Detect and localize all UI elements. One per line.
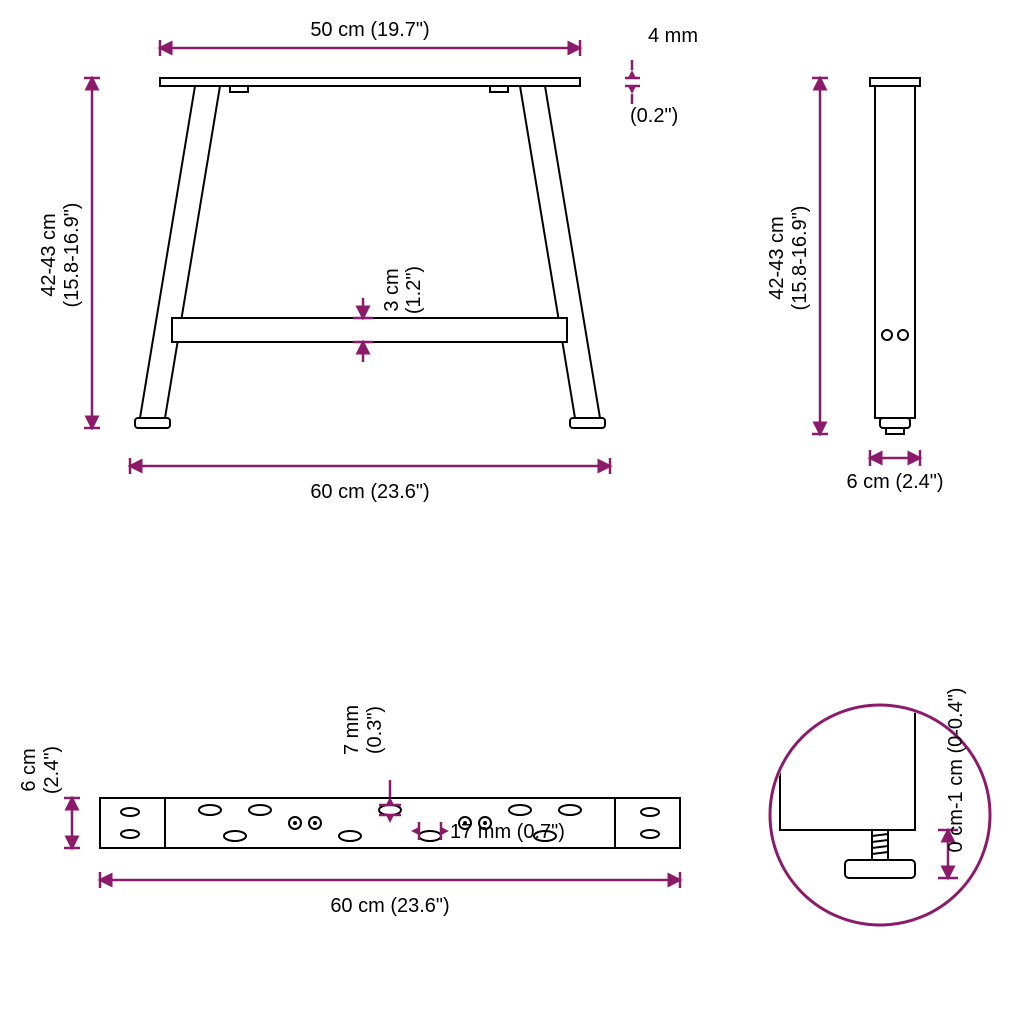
svg-text:7 mm: 7 mm: [341, 705, 363, 755]
detail-view: 0 cm-1 cm (0-0.4"): [770, 688, 990, 925]
dim-height-left: 42-43 cm (15.8-16.9"): [38, 78, 100, 428]
dim-topview-depth: 6 cm (2.4"): [18, 746, 80, 848]
svg-text:50 cm (19.7"): 50 cm (19.7"): [310, 19, 429, 41]
svg-text:(0.3"): (0.3"): [364, 706, 386, 754]
svg-text:0 cm-1 cm (0-0.4"): 0 cm-1 cm (0-0.4"): [945, 688, 967, 853]
dim-crossbar: 3 cm (1.2"): [353, 266, 425, 362]
dim-bottom-width: 60 cm (23.6"): [130, 458, 610, 503]
dim-height-right: 42-43 cm (15.8-16.9"): [766, 78, 828, 434]
svg-text:(2.4"): (2.4"): [41, 746, 63, 794]
svg-text:17 mm (0.7"): 17 mm (0.7"): [450, 821, 565, 843]
svg-text:3 cm: 3 cm: [381, 268, 403, 311]
dim-thickness: 4 mm (0.2"): [625, 25, 698, 127]
front-view: [135, 78, 605, 428]
side-view: [870, 78, 920, 434]
svg-text:(0.2"): (0.2"): [630, 105, 678, 127]
svg-text:(15.8-16.9"): (15.8-16.9"): [789, 206, 811, 311]
dim-topview-width: 60 cm (23.6"): [100, 872, 680, 917]
dim-top-width: 50 cm (19.7"): [160, 19, 580, 56]
svg-text:4 mm: 4 mm: [648, 25, 698, 47]
svg-text:6 cm: 6 cm: [18, 748, 40, 791]
svg-text:60 cm (23.6"): 60 cm (23.6"): [310, 481, 429, 503]
dim-side-depth: 6 cm (2.4"): [846, 450, 943, 493]
svg-text:(15.8-16.9"): (15.8-16.9"): [61, 203, 83, 308]
svg-text:(1.2"): (1.2"): [403, 266, 425, 314]
svg-text:42-43 cm: 42-43 cm: [38, 213, 60, 296]
svg-text:42-43 cm: 42-43 cm: [766, 216, 788, 299]
svg-text:6 cm (2.4"): 6 cm (2.4"): [846, 471, 943, 493]
svg-text:60 cm (23.6"): 60 cm (23.6"): [330, 895, 449, 917]
